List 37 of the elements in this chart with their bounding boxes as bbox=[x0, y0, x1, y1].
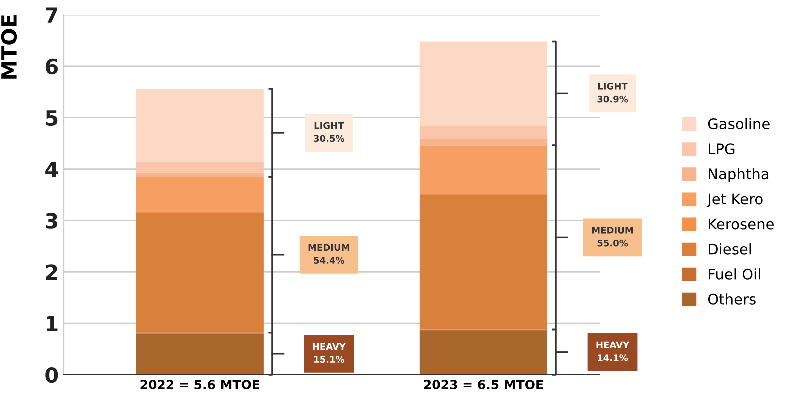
x-tick-label: 2023 = 6.5 MTOE bbox=[424, 380, 544, 390]
bar bbox=[136, 177, 264, 212]
bar bbox=[136, 213, 264, 333]
legend-label: Naphtha bbox=[709, 168, 769, 182]
legend-label: Jet Kero bbox=[706, 194, 763, 208]
bar bbox=[420, 42, 548, 126]
y-tick-label: 2 bbox=[46, 264, 58, 280]
bar bbox=[420, 138, 548, 146]
annotation: LIGHT 30.9% bbox=[598, 83, 628, 103]
y-tick-label: 5 bbox=[46, 110, 58, 126]
annotation: HEAVY 15.1% bbox=[313, 343, 346, 363]
legend-label: Gasoline bbox=[708, 118, 770, 130]
y-tick-label: 3 bbox=[46, 213, 58, 229]
legend-label: Diesel bbox=[709, 244, 752, 255]
bar bbox=[420, 331, 548, 375]
bar bbox=[420, 126, 548, 139]
bar bbox=[420, 146, 548, 194]
y-tick-label: 6 bbox=[46, 58, 58, 75]
annotation: MEDIUM 54.4% bbox=[308, 244, 350, 264]
y-tick-label: 0 bbox=[46, 367, 58, 384]
legend-label: LPG bbox=[709, 144, 735, 155]
annotation: HEAVY 14.1% bbox=[596, 342, 630, 362]
legend-label: Kerosene bbox=[709, 218, 774, 230]
bar bbox=[136, 334, 264, 375]
y-axis-title: MTOE bbox=[1, 15, 18, 79]
legend-label: Others bbox=[708, 294, 756, 305]
y-tick-label: 7 bbox=[46, 8, 58, 23]
legend-label: Fuel Oil bbox=[709, 268, 760, 280]
annotation: LIGHT 30.5% bbox=[314, 122, 345, 142]
y-tick-label: 4 bbox=[46, 162, 58, 178]
bar bbox=[136, 172, 264, 177]
x-tick-label: 2022 = 5.6 MTOE bbox=[140, 380, 260, 390]
y-tick-label: 1 bbox=[46, 316, 58, 332]
bar bbox=[420, 196, 548, 330]
bar bbox=[136, 89, 264, 162]
annotation: MEDIUM 55.0% bbox=[592, 227, 634, 247]
bar bbox=[136, 162, 264, 173]
